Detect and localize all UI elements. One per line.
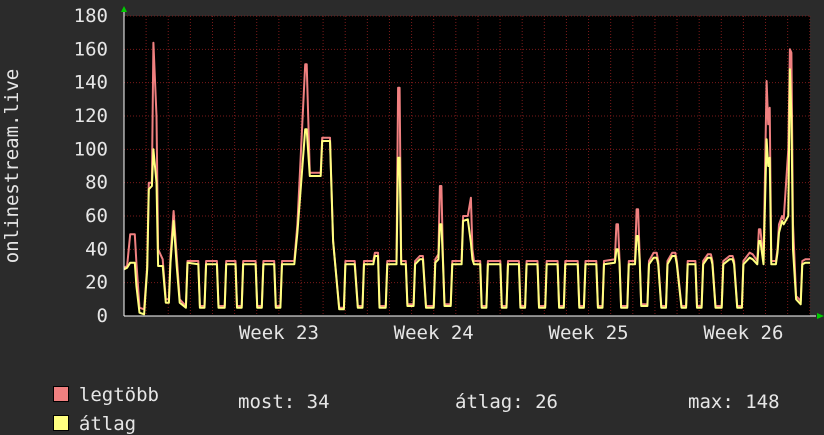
y-tick-label: 40 [85, 238, 108, 260]
y-axis-ticks: 0 20 40 60 80 100 120 140 160 180 [74, 5, 108, 327]
y-axis-label: onlinestream.live [1, 69, 23, 263]
x-tick-label: Week 25 [549, 322, 629, 344]
y-tick-label: 100 [74, 138, 108, 160]
y-tick-label: 140 [74, 72, 108, 94]
chart-axes [121, 6, 824, 319]
y-tick-label: 160 [74, 38, 108, 60]
y-tick-label: 180 [74, 5, 108, 27]
stat-current: most: 34 [238, 391, 330, 413]
stat-max: max: 148 [688, 391, 780, 413]
stat-average: átlag: 26 [455, 391, 558, 413]
y-tick-label: 60 [85, 205, 108, 227]
legend-swatch-max [52, 386, 69, 402]
x-tick-label: Week 26 [703, 322, 783, 344]
y-axis-arrow [121, 6, 127, 12]
x-tick-label: Week 23 [239, 322, 319, 344]
legend-label-max: legtöbb [78, 384, 159, 406]
legend-item-avg: átlag [30, 391, 136, 435]
legend-swatch-avg [52, 415, 69, 431]
x-axis-ticks: Week 23 Week 24 Week 25 Week 26 [239, 322, 784, 344]
chart-series [123, 41, 810, 316]
legend-item-max: legtöbb [30, 362, 159, 406]
y-tick-label: 20 [85, 272, 108, 294]
y-tick-label: 120 [74, 105, 108, 127]
chart-grid [123, 15, 811, 317]
x-tick-label: Week 24 [394, 322, 474, 344]
legend-label-avg: átlag [78, 413, 137, 435]
series-line-1 [123, 68, 810, 316]
y-tick-label: 80 [85, 172, 108, 194]
x-axis-arrow [817, 313, 824, 319]
y-tick-label: 0 [97, 305, 108, 327]
